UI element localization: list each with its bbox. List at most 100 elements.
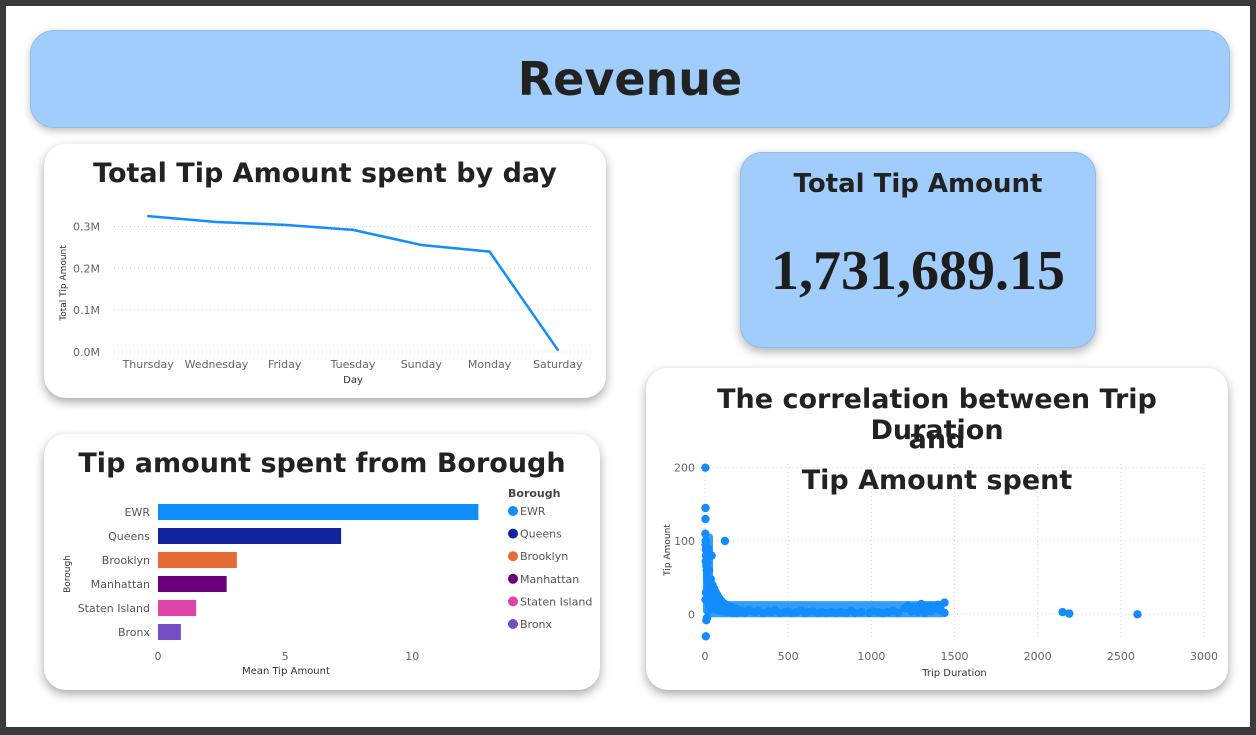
legend-marker [508,506,518,516]
dashboard-canvas: Revenue Total Tip Amount spent by day 0.… [6,6,1250,727]
scatter-x-tick: 500 [778,650,799,663]
bar-chart-x-label: Mean Tip Amount [242,666,330,677]
line-chart-point [420,243,423,247]
legend-item-label: Staten Island [520,595,592,608]
scatter-x-tick: 2500 [1107,650,1135,663]
scatter-point [701,503,710,513]
scatter-point [1058,607,1067,617]
bar-chart-y-tick: Bronx [118,626,151,639]
scatter-point [703,558,712,568]
legend-item-label: Queens [520,528,562,541]
bar-staten-island [158,600,197,616]
bar-legend-title: Borough [508,487,560,500]
line-chart-svg: 0.0M 0.1M 0.2M 0.3M Thursday Wednesday Friday T… [59,214,592,386]
scatter-point [1065,609,1074,618]
scatter-point [850,608,859,618]
line-chart-point [556,348,560,352]
legend-item-label: Manhattan [520,573,579,586]
bar-ewr [158,504,479,520]
line-chart-card[interactable]: Total Tip Amount spent by day 0.0M 0.1M 0.… [44,144,606,398]
scatter-y-tick: 100 [674,535,695,548]
scatter-point [704,544,713,553]
scatter-x-tick: 1500 [941,650,969,663]
scatter-point [701,588,711,597]
kpi-label: Total Tip Amount [793,169,1043,199]
bar-chart-y-tick: Queens [108,530,150,543]
scatter-point [933,605,943,614]
legend-marker [508,573,518,584]
scatter-chart-svg: 0 500 1000 1500 2000 2500 3000 0 100 200 Trip Dura… [663,462,1218,679]
legend-item-label: Brooklyn [520,550,568,563]
kpi-value: 1,731,689.15 [771,240,1065,302]
scatter-x-tick: 2000 [1024,650,1052,663]
scatter-point [701,632,711,641]
line-chart-point [146,214,150,218]
scatter-point [744,605,753,615]
bar-chart-card[interactable]: Tip amount spent from Borough EWR Queens B… [44,434,600,690]
scatter-point [1133,610,1142,619]
legend-marker [508,619,518,629]
bar-chart-y-label: Borough [63,555,73,593]
legend-marker [508,528,518,539]
scatter-point [702,613,712,623]
scatter-x-tick: 3000 [1190,650,1218,663]
bar-bronx [158,624,181,640]
line-chart-y-tick: 0.2M [73,262,100,275]
scatter-point [720,536,730,546]
bar-chart-svg: EWR Queens Brooklyn Manhattan Staten Island B… [63,487,592,677]
bar-manhattan [158,576,227,592]
scatter-point [857,607,866,617]
line-chart-y-tick: 0.0M [73,346,100,359]
scatter-x-label: Trip Duration [921,668,987,679]
line-chart-x-tick: Wednesday [185,358,249,371]
scatter-x-tick: 1000 [857,650,885,663]
line-chart-x-tick: Monday [468,358,512,371]
line-chart-point [488,250,491,253]
bar-chart-y-tick: Brooklyn [102,554,150,567]
line-chart-point [283,223,286,227]
scatter-point [707,551,716,560]
line-chart-point [351,228,355,232]
scatter-point [913,603,923,612]
bar-chart-x-tick: 5 [282,650,289,663]
line-series-total-tip [148,214,559,351]
line-chart-x-tick: Sunday [401,358,443,371]
scatter-point [927,601,936,610]
page-title: Revenue [517,52,743,106]
scatter-point [701,514,710,524]
scatter-title-line-3: Tip Amount spent [801,465,1073,496]
legend-marker [508,551,518,562]
scatter-point [701,595,710,604]
scatter-title-line-1: The correlation between Trip Duration [717,384,1157,446]
legend-item-label: EWR [520,505,546,518]
scatter-y-label: Tip Amount [663,524,673,577]
scatter-point [701,529,710,538]
line-chart-y-tick: 0.1M [73,304,100,317]
bar-chart-x-tick: 10 [405,650,419,663]
bar-chart-x-tick: 0 [155,650,162,663]
scatter-point [940,598,949,607]
legend-marker [508,596,518,607]
bar-chart-y-tick: Staten Island [78,602,150,615]
bar-chart-y-tick: Manhattan [91,578,150,591]
line-chart-x-tick: Saturday [533,358,583,371]
header-banner: Revenue [30,30,1230,128]
bar-chart-title: Tip amount spent from Borough [78,448,566,479]
scatter-point [920,608,929,618]
line-chart-x-tick: Friday [268,358,302,371]
line-chart-y-tick: 0.3M [73,221,100,234]
scatter-point [893,608,903,618]
line-chart-y-label: Total Tip Amount [59,245,69,322]
scatter-y-tick: 200 [674,462,695,475]
line-chart-x-tick: Thursday [122,358,175,371]
bar-chart-y-tick: EWR [125,506,151,519]
scatter-chart-card[interactable]: 0 500 1000 1500 2000 2500 3000 0 100 200 Trip Dura… [646,368,1228,690]
line-chart-x-tick: Tuesday [330,358,376,371]
scatter-title-line-2: and [908,424,966,455]
scatter-point [940,608,949,618]
bar-brooklyn [158,552,237,568]
legend-item-label: Bronx [520,618,553,631]
scatter-y-tick: 0 [688,608,695,621]
bar-queens [158,528,342,544]
kpi-card-total-tip[interactable]: Total Tip Amount 1,731,689.15 [740,152,1096,348]
